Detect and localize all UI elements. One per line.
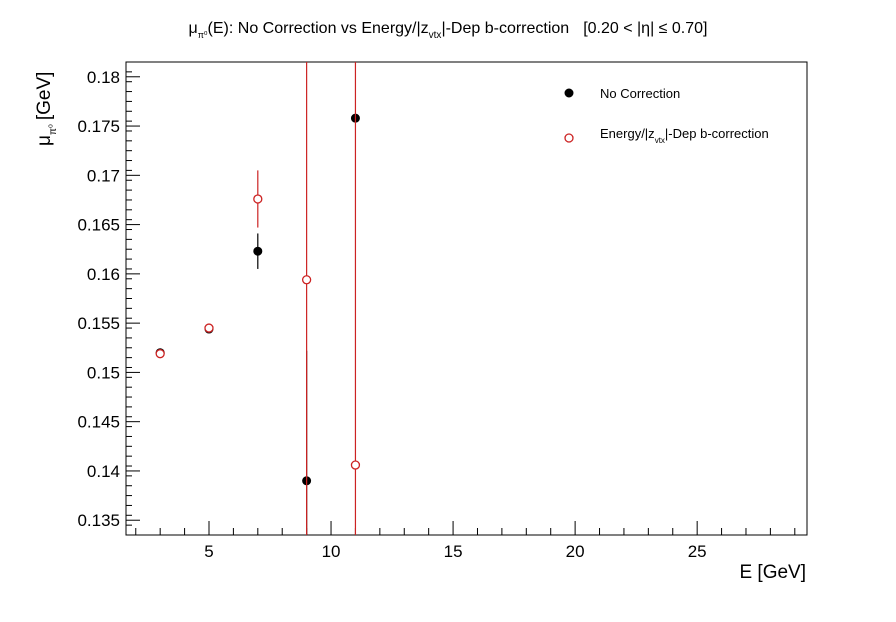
y-tick-label: 0.14 [87,462,120,481]
legend: No Correction Energy/|zvtx|-Dep b-correc… [564,86,769,145]
y-tick-label: 0.175 [77,117,120,136]
legend-marker-b-correction [564,133,574,143]
data-point-no-correction [253,246,263,256]
data-layer [155,62,361,535]
ylabel-pi-sub: π⁰ [48,124,59,135]
ylabel-mu: μ [34,135,55,146]
data-point-b-correction [204,323,214,333]
y-tick-label: 0.18 [87,68,120,87]
legend-label-no-correction: No Correction [600,86,680,101]
data-point-b-correction [253,194,263,204]
title-main-2: |-Dep b-correction [441,20,569,37]
y-tick-label: 0.17 [87,166,120,185]
data-point-b-correction [301,275,312,285]
legend-marker-open [564,133,574,143]
x-tick-label: 10 [322,542,341,561]
legend-marker-no-correction [564,88,574,98]
y-tick-label: 0.135 [77,511,120,530]
y-tick-label: 0.16 [87,265,120,284]
x-axis-label: E [GeV] [739,562,806,583]
legend-label-post: |-Dep b-correction [665,126,769,141]
data-point-b-correction [155,349,165,359]
y-tick-label: 0.165 [77,216,120,235]
y-tick-label: 0.145 [77,413,120,432]
x-axis-ticks: 5 10 15 20 25 [135,521,796,561]
title-range: [0.20 < |η| ≤ 0.70] [583,20,707,37]
legend-label-b-correction: Energy/|zvtx|-Dep b-correction [600,126,769,145]
legend-marker-filled [564,88,574,98]
y-tick-label: 0.15 [87,363,120,382]
legend-label-pre: Energy/|z [600,126,655,141]
ylabel-unit: [GeV] [34,72,55,121]
chart-title: μπ⁰(E): No Correction vs Energy/|zvtx|-D… [189,20,708,41]
title-mu: μ [189,20,198,37]
data-point-b-correction [350,460,361,470]
title-main: (E): No Correction vs Energy/|z [208,20,429,37]
legend-label-sub: vtx [655,136,665,145]
x-tick-label: 15 [444,542,463,561]
x-tick-label: 25 [688,542,707,561]
y-axis-label: μπ⁰ [GeV] [34,72,59,146]
title-vtx-sub: vtx [429,30,442,41]
y-tick-label: 0.155 [77,314,120,333]
y-axis-ticks: 0.135 0.14 0.145 0.15 0.155 0.16 0.165 0.17 0.17… [77,61,140,536]
x-tick-label: 5 [204,542,213,561]
x-tick-label: 20 [566,542,585,561]
title-pi-sub: π⁰ [198,30,208,40]
